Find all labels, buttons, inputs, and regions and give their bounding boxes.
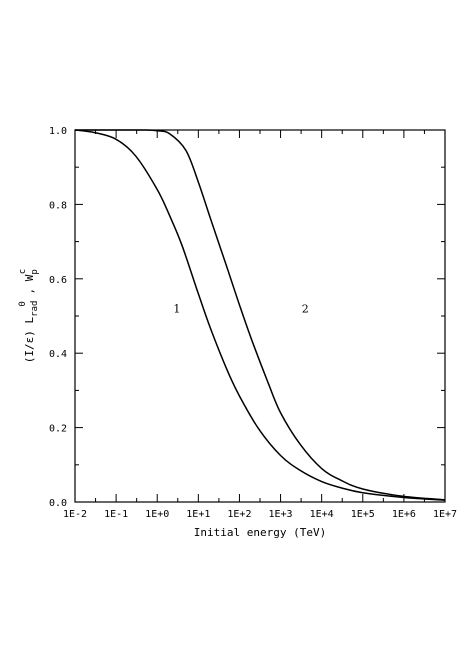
tick-labels: 1E-2 1E-1 1E+0 1E+1 1E+2 1E+3 1E+4 1E+5 1E+6 1E+7… bbox=[49, 126, 457, 520]
x-tick-label: 1E+0 bbox=[145, 509, 169, 520]
x-tick-label: 1E+3 bbox=[269, 509, 293, 520]
x-tick-label: 1E+1 bbox=[186, 509, 210, 520]
x-tick-label: 1E+7 bbox=[433, 509, 457, 520]
x-tick-label: 1E+4 bbox=[310, 509, 334, 520]
y-title-sub1: rad bbox=[30, 301, 40, 317]
curve-label-2: 2 bbox=[302, 303, 309, 316]
y-tick-label: 0.8 bbox=[49, 200, 67, 211]
x-tick-label: 1E-1 bbox=[104, 509, 128, 520]
x-tick-label: 1E-2 bbox=[63, 509, 87, 520]
y-title-sep: , W bbox=[23, 274, 36, 301]
y-title-sup2: c bbox=[18, 269, 28, 274]
plot-frame bbox=[74, 129, 446, 503]
y-title-sup1: 0 bbox=[18, 301, 28, 306]
x-axis-title: Initial energy (TeV) bbox=[194, 526, 326, 539]
y-tick-label: 0.4 bbox=[49, 349, 67, 360]
ticks bbox=[74, 129, 446, 503]
curves bbox=[74, 129, 446, 501]
curve-1 bbox=[74, 129, 446, 501]
curve-label-1: 1 bbox=[173, 303, 180, 316]
x-tick-label: 1E+6 bbox=[392, 509, 416, 520]
x-tick-label: 1E+2 bbox=[227, 509, 251, 520]
y-title-sub2: p bbox=[30, 269, 40, 274]
curve-2 bbox=[75, 129, 446, 501]
y-tick-label: 0.2 bbox=[49, 424, 67, 435]
y-tick-label: 1.0 bbox=[49, 126, 67, 137]
y-tick-label: 0.0 bbox=[49, 498, 67, 509]
y-tick-label: 0.6 bbox=[49, 275, 67, 286]
x-tick-label: 1E+5 bbox=[351, 509, 375, 520]
svg-text:(I/ε) Lrad0 , Wpc: (I/ε) Lrad0 , Wpc bbox=[18, 269, 40, 363]
y-axis-title: (I/ε) Lrad0 , Wpc bbox=[18, 269, 40, 363]
y-title-prefix: (I/ε) L bbox=[23, 316, 36, 363]
